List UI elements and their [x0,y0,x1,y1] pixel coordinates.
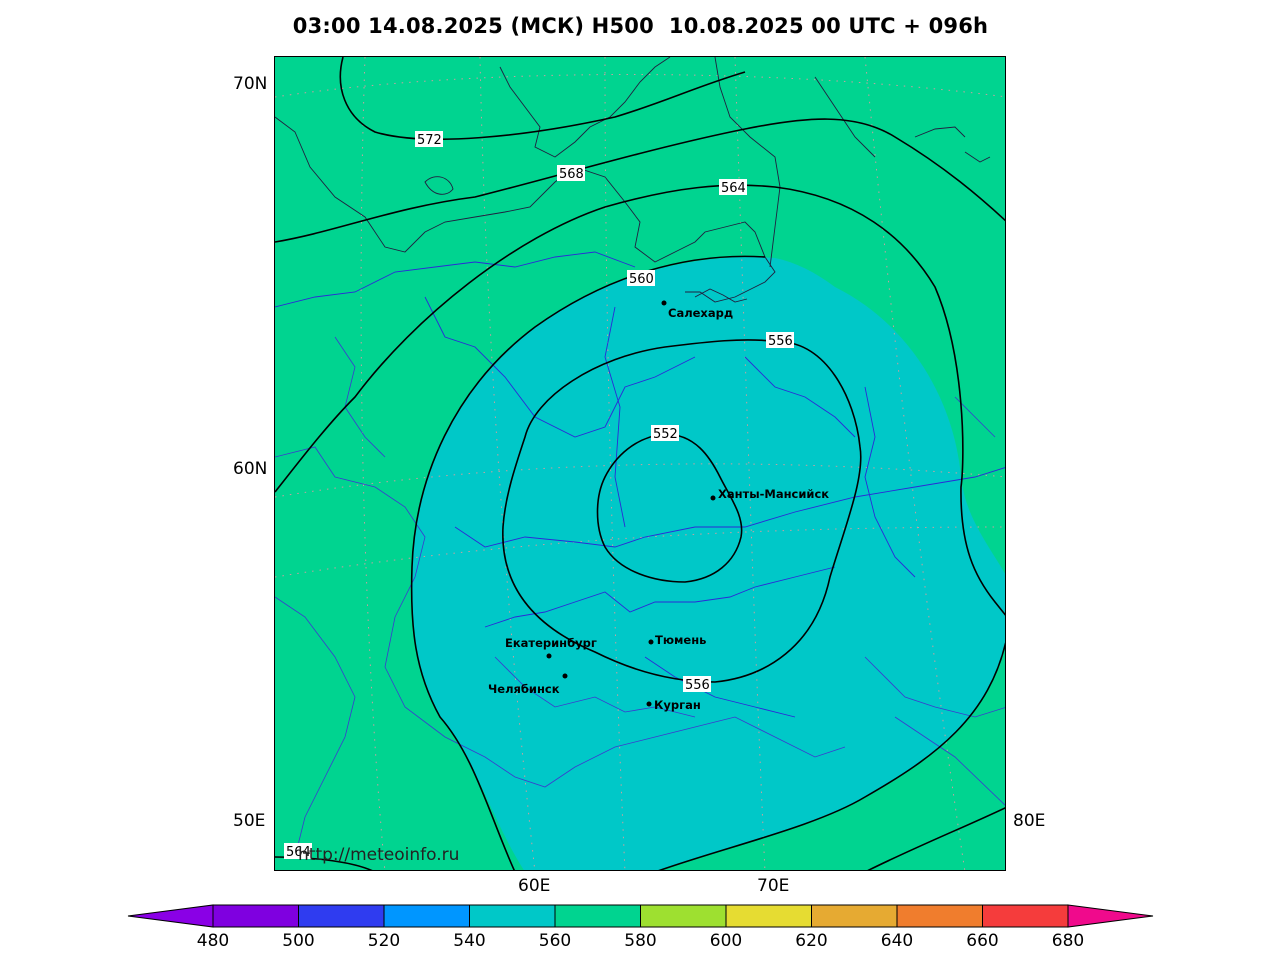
svg-text:Тюмень: Тюмень [655,633,706,647]
colorbar-extend-low [127,904,214,928]
svg-text:552: 552 [653,427,678,442]
lat-label-50e: 50E [233,811,266,831]
colorbar-segment [725,904,812,928]
svg-text:572: 572 [417,133,442,148]
colorbar-tick-label: 600 [709,931,743,951]
contour-label-564: 564 [719,179,747,196]
contour-564-north [275,184,1005,616]
colorbar-tick-label: 620 [795,931,828,951]
lon-label-60e: 60E [518,876,551,896]
watermark-url: http://meteoinfo.ru [298,845,460,865]
lat-label-70n: 70N [233,74,268,94]
regional-borders [275,336,1005,858]
city-chelyabinsk: Челябинск [488,673,568,696]
svg-text:Ханты-Мансийск: Ханты-Мансийск [718,487,829,501]
colorbar-tick-label: 540 [453,931,486,951]
geopotential-map: 572 568 564 560 556 552 556 564 Салехард… [275,57,1005,870]
colorbar-tick-label: 640 [880,931,914,951]
colorbar-segment [982,904,1069,928]
contour-552 [596,433,743,583]
contour-label-568: 568 [557,165,585,182]
svg-text:Салехард: Салехард [668,306,733,320]
graticule [275,57,1005,870]
contour-568 [275,118,1005,243]
city-salekhard: Салехард [661,300,733,320]
colorbar-tick-label: 680 [1051,931,1085,951]
coastlines [275,57,991,303]
svg-text:564: 564 [721,181,746,196]
city-kurgan: Курган [646,698,701,712]
colorbar-segment [383,904,470,928]
contour-label-552: 552 [651,425,679,442]
contour-label-560: 560 [627,270,655,287]
colorbar-tick-label: 520 [367,931,401,951]
colorbar-segment [298,904,385,928]
svg-text:564: 564 [286,845,311,860]
svg-text:Челябинск: Челябинск [488,682,560,696]
contour-572 [339,57,746,140]
svg-text:Курган: Курган [654,698,701,712]
contour-label-556-south: 556 [683,676,711,693]
rivers [275,251,1005,718]
lon-label-80e: 80E [1013,811,1046,831]
contour-556 [502,339,862,683]
colorbar-segment [469,904,556,928]
colorbar-tick-label: 500 [282,931,315,951]
map-frame: 572 568 564 560 556 552 556 564 Салехард… [274,56,1006,871]
city-khanty-mansiysk: Ханты-Мансийск [710,487,829,501]
contour-564-se [867,807,1005,870]
colorbar-segment [554,904,641,928]
contour-label-556-north: 556 [766,332,794,349]
cities: Салехард Ханты-Мансийск Екатеринбург Тюм… [488,300,829,712]
contours [275,57,1005,870]
contour-labels: 572 568 564 560 556 552 556 564 [284,131,794,860]
colorbar-tick-label: 560 [538,931,572,951]
colorbar-segment [896,904,983,928]
svg-text:560: 560 [629,272,654,287]
colorbar-segment [212,904,299,928]
contour-label-564-sw: 564 [284,843,312,860]
map-title: 03:00 14.08.2025 (МСК) H500 10.08.2025 0… [292,14,989,38]
colorbar [127,904,1154,928]
svg-text:568: 568 [559,167,584,182]
colorbar-extend-high [1067,904,1154,928]
colorbar-tick-label: 660 [966,931,999,951]
contour-label-572: 572 [415,131,443,148]
colorbar-segment [811,904,898,928]
svg-text:556: 556 [685,678,710,693]
colorbar-tick-label: 480 [196,931,230,951]
lat-label-60n: 60N [233,459,268,479]
colorbar-segment [640,904,727,928]
colorbar-tick-label: 580 [624,931,657,951]
svg-text:Екатеринбург: Екатеринбург [505,636,597,650]
svg-text:556: 556 [768,334,793,349]
lon-label-70e: 70E [757,876,790,896]
city-yekaterinburg: Екатеринбург [505,636,597,659]
city-tyumen: Тюмень [648,633,706,647]
fill-inner-560 [411,256,1005,870]
contour-560 [410,255,1005,870]
